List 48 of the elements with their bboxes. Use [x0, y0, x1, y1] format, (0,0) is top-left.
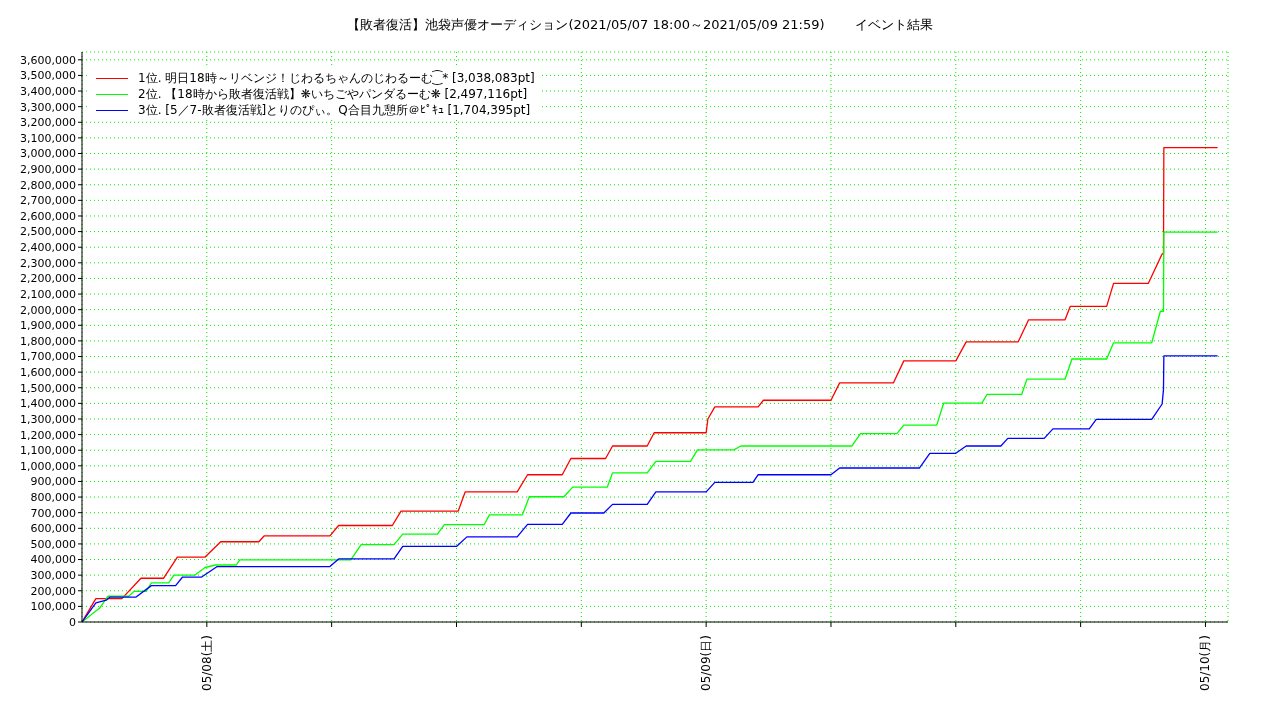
- chart-subtitle: イベント結果: [854, 17, 933, 32]
- y-tick-label: 1,500,000: [20, 381, 76, 395]
- y-tick-label: 2,300,000: [20, 256, 76, 270]
- y-tick-label: 2,500,000: [20, 225, 76, 239]
- x-tick-label: 05/10(月): [1198, 635, 1213, 691]
- y-tick-label: 2,700,000: [20, 194, 76, 208]
- y-tick-label: 3,600,000: [20, 53, 76, 67]
- y-tick-label: 3,100,000: [20, 131, 76, 145]
- y-tick-label: 2,100,000: [20, 287, 76, 301]
- y-tick-label: 1,000,000: [20, 459, 76, 473]
- x-tick-label: 05/09(日): [699, 635, 714, 691]
- y-tick-label: 1,100,000: [20, 444, 76, 458]
- y-tick-label: 3,000,000: [20, 147, 76, 161]
- y-tick-label: 2,800,000: [20, 178, 76, 192]
- legend-label: 1位. 明日18時～リベンジ！じわるちゃんのじわるーむ⁐* [3,038,083pt]: [138, 69, 535, 87]
- y-tick-label: 300,000: [30, 569, 76, 583]
- y-tick-label: 2,200,000: [20, 272, 76, 286]
- y-tick-label: 3,500,000: [20, 69, 76, 83]
- y-tick-label: 1,700,000: [20, 350, 76, 364]
- y-tick-label: 3,300,000: [20, 100, 76, 114]
- y-tick-label: 100,000: [30, 600, 76, 614]
- y-tick-label: 1,800,000: [20, 334, 76, 348]
- y-tick-label: 900,000: [30, 475, 76, 489]
- y-tick-label: 400,000: [30, 553, 76, 567]
- y-tick-label: 800,000: [30, 490, 76, 504]
- y-tick-label: 1,300,000: [20, 412, 76, 426]
- y-tick-label: 1,400,000: [20, 397, 76, 411]
- y-tick-label: 700,000: [30, 506, 76, 520]
- y-tick-label: 2,900,000: [20, 163, 76, 177]
- x-tick-label: 05/08(土): [199, 635, 214, 691]
- y-tick-label: 2,600,000: [20, 209, 76, 223]
- y-tick-label: 3,200,000: [20, 116, 76, 130]
- y-tick-label: 1,600,000: [20, 366, 76, 380]
- y-tick-label: 600,000: [30, 522, 76, 536]
- y-tick-label: 1,200,000: [20, 428, 76, 442]
- y-tick-label: 200,000: [30, 584, 76, 598]
- y-tick-label: 2,400,000: [20, 241, 76, 255]
- chart-title: 【敗者復活】池袋声優オーディション(2021/05/07 18:00～2021/05/09 21:59): [347, 17, 825, 32]
- y-tick-label: 1,900,000: [20, 319, 76, 333]
- y-tick-label: 0: [69, 615, 76, 629]
- line-series: [82, 231, 1219, 622]
- line-series: [82, 355, 1219, 622]
- legend-label: 3位. [5／7-敗者復活戦]とりのぴぃ。Q合目九憩所＠ﾋﾟｷｭ [1,704,395pt]: [138, 101, 531, 119]
- line-series: [82, 146, 1219, 622]
- y-tick-label: 3,400,000: [20, 84, 76, 98]
- y-tick-label: 2,000,000: [20, 303, 76, 317]
- legend-label: 2位. 【18時から敗者復活戦】❋いちごやパンダるーむ❋ [2,497,116pt]: [138, 85, 528, 103]
- y-tick-label: 500,000: [30, 537, 76, 551]
